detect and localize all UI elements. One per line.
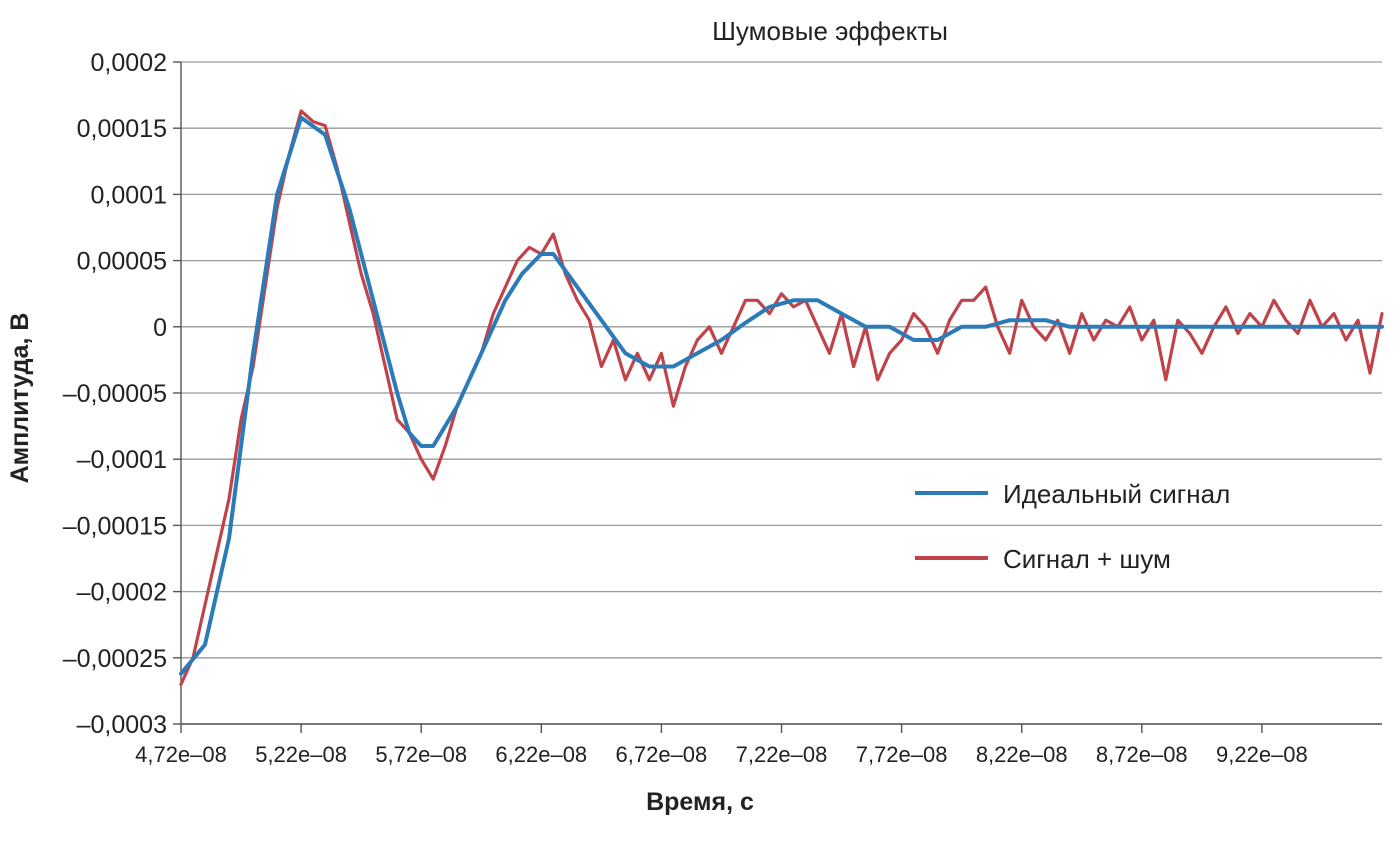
series-line-ideal-signal bbox=[179, 115, 1384, 676]
y-tick-label: –0,00025 bbox=[63, 645, 167, 673]
legend-label-noisy: Сигнал + шум bbox=[1003, 544, 1171, 574]
x-tick-label: 6,72e–08 bbox=[616, 742, 708, 767]
gridlines bbox=[181, 61, 1382, 725]
x-axis-label: Время, с bbox=[646, 788, 754, 816]
y-tick-labels: 0,0002 0,00015 0,0001 0,00005 0 –0,00005 –0,00… bbox=[63, 49, 167, 739]
y-tick-label: 0,00005 bbox=[77, 248, 167, 276]
legend: Идеальный сигнал Сигнал + шум bbox=[915, 479, 1230, 574]
y-axis-label: Амплитуда, В bbox=[6, 313, 34, 484]
x-tick-label: 6,22e–08 bbox=[495, 742, 587, 767]
y-tick-label: –0,0003 bbox=[77, 711, 167, 739]
x-tick-label: 4,72e–08 bbox=[135, 742, 227, 767]
x-tick-label: 8,22e–08 bbox=[976, 742, 1068, 767]
x-tick-labels: 4,72e–08 5,22e–08 5,72e–08 6,22e–08 6,72e–08… bbox=[135, 742, 1308, 767]
x-tick-label: 7,72e–08 bbox=[856, 742, 948, 767]
y-tick-label: 0,0002 bbox=[91, 49, 167, 77]
chart-title: Шумовые эффекты bbox=[712, 16, 948, 46]
x-tick-label: 5,22e–08 bbox=[255, 742, 347, 767]
y-tick-label: 0 bbox=[153, 314, 167, 342]
y-tick-label: –0,0002 bbox=[77, 579, 167, 607]
legend-label-ideal: Идеальный сигнал bbox=[1003, 479, 1230, 509]
axes bbox=[173, 61, 1382, 733]
y-tick-label: 0,00015 bbox=[77, 115, 167, 143]
y-tick-label: –0,00015 bbox=[63, 512, 167, 540]
x-tick-label: 8,72e–08 bbox=[1096, 742, 1188, 767]
x-tick-label: 7,22e–08 bbox=[736, 742, 828, 767]
series-line-signal-plus-noise bbox=[179, 109, 1384, 686]
series-lines bbox=[179, 109, 1384, 686]
y-tick-label: –0,0001 bbox=[77, 446, 167, 474]
x-tick-label: 9,22e–08 bbox=[1216, 742, 1308, 767]
x-tick-label: 5,72e–08 bbox=[375, 742, 467, 767]
y-tick-label: –0,00005 bbox=[63, 380, 167, 408]
y-tick-label: 0,0001 bbox=[91, 181, 167, 209]
